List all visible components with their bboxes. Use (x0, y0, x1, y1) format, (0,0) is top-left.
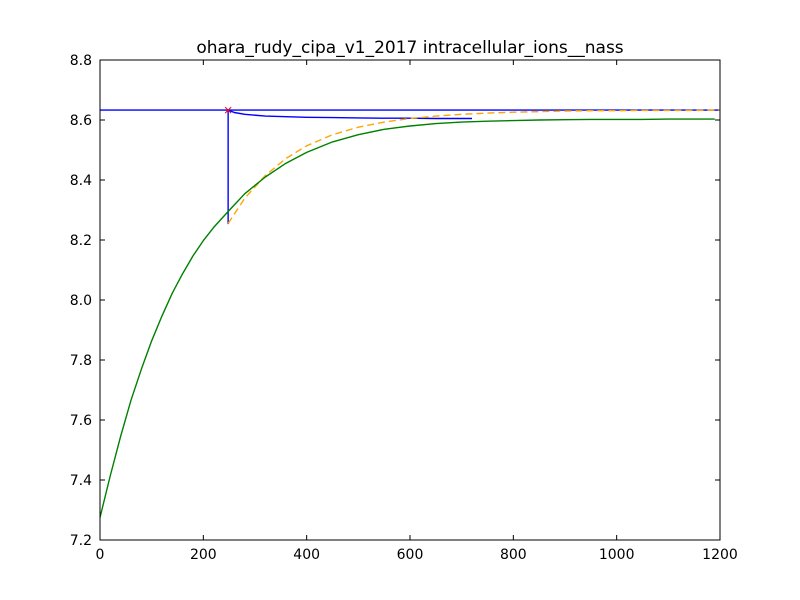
x-tick-label: 800 (500, 547, 527, 563)
x-tick-label: 0 (96, 547, 105, 563)
series-line-3 (227, 109, 721, 224)
x-tick-label: 1000 (599, 547, 635, 563)
plot-frame (99, 59, 721, 541)
y-tick-label: 7.6 (70, 413, 92, 429)
y-tick-label: 8.6 (70, 113, 92, 129)
series-layer (99, 109, 721, 518)
series-line-4 (99, 118, 715, 518)
y-tick-label: 8.4 (70, 173, 92, 189)
x-tick-label: 600 (397, 547, 424, 563)
y-tick-label: 8.8 (70, 53, 92, 69)
x-tick-label: 400 (293, 547, 320, 563)
chart-title: ohara_rudy_cipa_v1_2017 intracellular_io… (196, 38, 623, 58)
axes-layer: 0 200 400 600 800 1000 1200 7.2 7.4 7.6 7.8 8.0 8.2 8… (70, 53, 738, 563)
marker-stroke (224, 106, 232, 114)
y-tick-label: 7.8 (70, 353, 92, 369)
y-tick-label: 8.2 (70, 233, 92, 249)
x-tick-label: 200 (190, 547, 217, 563)
x-tick-label: 1200 (702, 547, 738, 563)
series-line-1 (100, 109, 472, 225)
marker-layer (224, 106, 232, 114)
marker-1 (224, 106, 232, 114)
y-tick-label: 7.2 (70, 533, 92, 549)
y-tick-label: 8.0 (70, 293, 92, 309)
y-tick-label: 7.4 (70, 473, 92, 489)
